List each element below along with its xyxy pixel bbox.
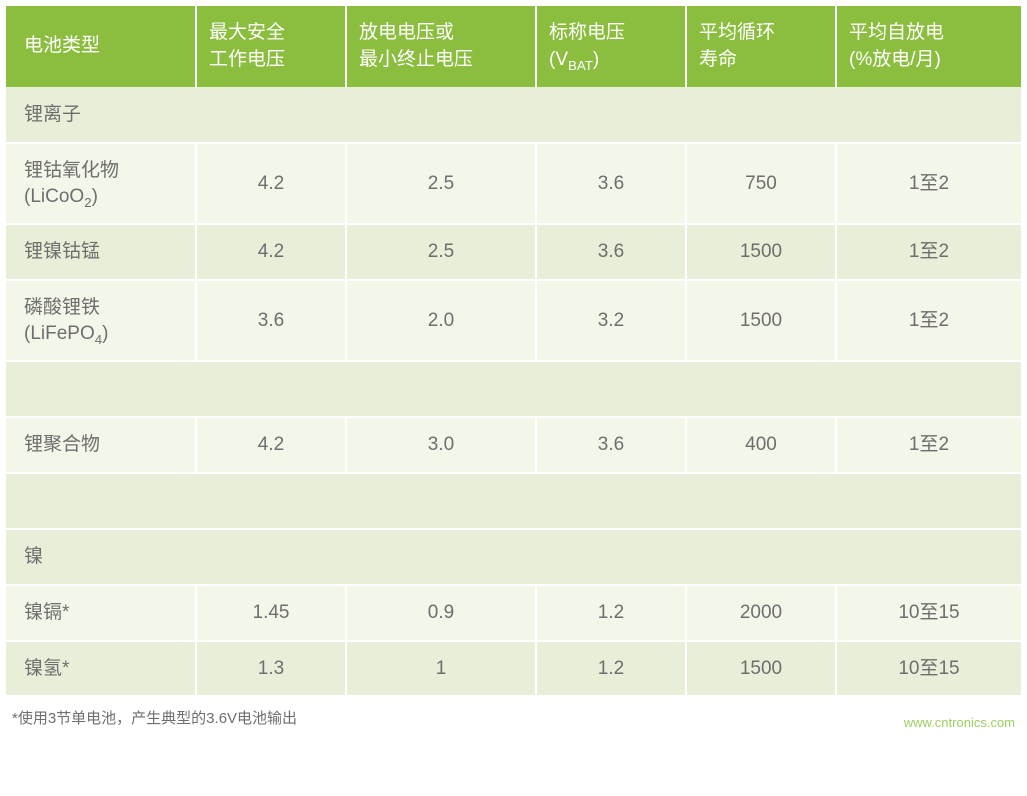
cell-self-discharge: 1至2 <box>836 417 1021 473</box>
table-row: 镍镉*1.450.91.2200010至15 <box>6 585 1021 641</box>
cell-cycle-life: 1500 <box>686 280 836 361</box>
col-header-discharge-v: 放电电压或最小终止电压 <box>346 6 536 87</box>
section-title: 镍 <box>6 529 1021 585</box>
cell-name: 锂聚合物 <box>6 417 196 473</box>
cell-discharge-v: 2.0 <box>346 280 536 361</box>
spacer-row <box>6 473 1021 529</box>
footnote-text: *使用3节单电池，产生典型的3.6V电池输出 <box>12 710 297 727</box>
table-row: 磷酸锂铁(LiFePO4)3.62.03.215001至2 <box>6 280 1021 361</box>
cell-name: 锂钴氧化物(LiCoO2) <box>6 143 196 224</box>
col-header-max-safe-v: 最大安全工作电压 <box>196 6 346 87</box>
cell-self-discharge: 1至2 <box>836 280 1021 361</box>
spacer-row <box>6 361 1021 417</box>
battery-spec-table: 电池类型 最大安全工作电压 放电电压或最小终止电压 标称电压(VBAT) 平均循… <box>6 6 1021 697</box>
cell-cycle-life: 1500 <box>686 224 836 280</box>
cell-discharge-v: 0.9 <box>346 585 536 641</box>
cell-name: 镍镉* <box>6 585 196 641</box>
section-header-row: 镍 <box>6 529 1021 585</box>
cell-discharge-v: 1 <box>346 641 536 697</box>
cell-discharge-v: 2.5 <box>346 143 536 224</box>
section-header-row: 锂离子 <box>6 87 1021 143</box>
table-header-row: 电池类型 最大安全工作电压 放电电压或最小终止电压 标称电压(VBAT) 平均循… <box>6 6 1021 87</box>
cell-max-safe-v: 4.2 <box>196 224 346 280</box>
cell-discharge-v: 3.0 <box>346 417 536 473</box>
cell-self-discharge: 1至2 <box>836 143 1021 224</box>
cell-nominal-v: 3.6 <box>536 224 686 280</box>
col-header-nominal-v: 标称电压(VBAT) <box>536 6 686 87</box>
col-header-cycle-life: 平均循环寿命 <box>686 6 836 87</box>
cell-max-safe-v: 1.45 <box>196 585 346 641</box>
cell-max-safe-v: 4.2 <box>196 417 346 473</box>
cell-name: 锂镍钴锰 <box>6 224 196 280</box>
cell-cycle-life: 2000 <box>686 585 836 641</box>
table-row: 镍氢*1.311.2150010至15 <box>6 641 1021 697</box>
col-header-type: 电池类型 <box>6 6 196 87</box>
table-body: 锂离子锂钴氧化物(LiCoO2)4.22.53.67501至2锂镍钴锰4.22.… <box>6 87 1021 696</box>
cell-max-safe-v: 4.2 <box>196 143 346 224</box>
cell-discharge-v: 2.5 <box>346 224 536 280</box>
source-url: www.cntronics.com <box>904 715 1015 730</box>
section-title: 锂离子 <box>6 87 1021 143</box>
battery-table-container: 电池类型 最大安全工作电压 放电电压或最小终止电压 标称电压(VBAT) 平均循… <box>6 6 1021 697</box>
cell-name: 镍氢* <box>6 641 196 697</box>
col-header-self-disch: 平均自放电(%放电/月) <box>836 6 1021 87</box>
table-row: 锂聚合物4.23.03.64001至2 <box>6 417 1021 473</box>
cell-self-discharge: 1至2 <box>836 224 1021 280</box>
cell-max-safe-v: 1.3 <box>196 641 346 697</box>
cell-name: 磷酸锂铁(LiFePO4) <box>6 280 196 361</box>
cell-nominal-v: 1.2 <box>536 585 686 641</box>
cell-nominal-v: 3.6 <box>536 143 686 224</box>
footnote-row: *使用3节单电池，产生典型的3.6V电池输出 www.cntronics.com <box>6 697 1021 728</box>
cell-nominal-v: 1.2 <box>536 641 686 697</box>
cell-nominal-v: 3.2 <box>536 280 686 361</box>
cell-cycle-life: 750 <box>686 143 836 224</box>
cell-nominal-v: 3.6 <box>536 417 686 473</box>
cell-max-safe-v: 3.6 <box>196 280 346 361</box>
cell-cycle-life: 400 <box>686 417 836 473</box>
table-row: 锂钴氧化物(LiCoO2)4.22.53.67501至2 <box>6 143 1021 224</box>
cell-self-discharge: 10至15 <box>836 585 1021 641</box>
cell-self-discharge: 10至15 <box>836 641 1021 697</box>
cell-cycle-life: 1500 <box>686 641 836 697</box>
table-row: 锂镍钴锰4.22.53.615001至2 <box>6 224 1021 280</box>
